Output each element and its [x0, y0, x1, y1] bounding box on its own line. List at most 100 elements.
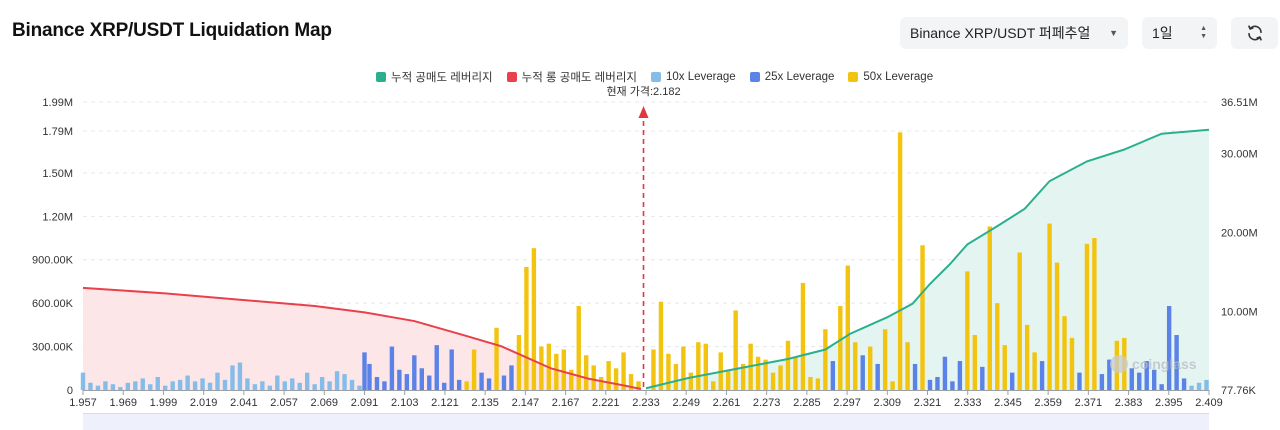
exchange-select[interactable]: Binance XRP/USDT 퍼페추얼 ▼: [900, 17, 1128, 49]
time-range-value: 1일: [1152, 25, 1173, 41]
x-tick-label: 2.041: [230, 397, 258, 409]
bar-lev50: [628, 374, 634, 390]
bar-lev25: [1151, 369, 1157, 390]
bar-lev50: [471, 349, 477, 390]
bar-lev50: [651, 349, 656, 390]
legend-swatch: [651, 72, 661, 82]
chevron-down-icon: ▼: [1109, 28, 1118, 38]
bar-lev10: [349, 379, 355, 390]
bar-lev50: [696, 342, 701, 390]
bar-lev25: [1159, 384, 1164, 390]
bar-lev25: [912, 363, 918, 390]
bar-lev50: [494, 327, 499, 390]
legend-item-lev50[interactable]: 50x Leverage: [848, 69, 933, 85]
bar-lev25: [1166, 306, 1172, 390]
current-price-label: 현재 가격:2.182: [606, 85, 680, 98]
bar-lev25: [957, 361, 963, 390]
bar-lev10: [237, 362, 243, 390]
bar-lev25: [1099, 374, 1105, 390]
bar-lev25: [412, 355, 417, 390]
y-right-tick-label: 30.00M: [1221, 148, 1258, 160]
x-tick-label: 2.297: [833, 397, 861, 409]
chart-range-scrollbar[interactable]: [83, 413, 1209, 430]
x-tick-label: 2.233: [632, 397, 660, 409]
bar-lev50: [995, 303, 1000, 390]
y-left-tick-label: 1.79M: [42, 126, 73, 138]
bar-lev50: [636, 381, 641, 390]
bar-lev25: [367, 363, 372, 390]
x-tick-label: 2.409: [1195, 397, 1223, 409]
bar-lev50: [853, 342, 858, 390]
x-tick-label: 2.345: [994, 397, 1022, 409]
y-left-tick-label: 0: [67, 385, 73, 397]
bar-lev50: [1032, 352, 1037, 390]
bar-lev25: [486, 378, 492, 390]
y-left-tick-label: 1.20M: [42, 211, 73, 223]
bar-lev25: [382, 381, 387, 390]
bar-lev25: [875, 363, 880, 390]
bar-lev10: [245, 378, 250, 390]
legend-swatch: [749, 72, 760, 82]
legend-item-lev10[interactable]: 10x Leverage: [651, 69, 736, 85]
bar-lev50: [740, 363, 746, 390]
bar-lev10: [357, 385, 362, 390]
bar-lev50: [972, 335, 978, 390]
bar-lev50: [882, 329, 888, 390]
bar-lev10: [110, 384, 116, 390]
bar-lev25: [950, 381, 955, 390]
bar-lev25: [419, 368, 424, 390]
bar-lev25: [830, 361, 836, 390]
bar-lev50: [554, 353, 559, 390]
bar-lev50: [755, 356, 761, 390]
bar-lev25: [1137, 372, 1142, 390]
cum-long-line: [82, 286, 642, 391]
y-left-tick-label: 1.50M: [42, 168, 73, 180]
bar-lev50: [726, 369, 731, 390]
bar-lev50: [785, 340, 791, 390]
legend-item-lev25[interactable]: 25x Leverage: [749, 69, 835, 85]
bar-lev50: [561, 349, 566, 390]
y-left-tick-label: 900.00K: [32, 255, 74, 267]
bar-lev50: [808, 376, 813, 390]
bar-lev50: [613, 368, 619, 390]
bar-lev10: [140, 378, 145, 390]
bar-lev50: [897, 132, 903, 390]
bar-lev25: [942, 356, 948, 390]
legend-item-cum_short[interactable]: 누적 공매도 레버리지: [376, 69, 493, 85]
bar-lev10: [282, 381, 287, 390]
refresh-button[interactable]: [1231, 17, 1278, 49]
bar-lev50: [965, 271, 970, 390]
bar-lev10: [155, 376, 160, 390]
legend-label: 25x Leverage: [764, 71, 835, 83]
bar-lev50: [591, 365, 596, 390]
bar-lev25: [935, 376, 940, 390]
bar-lev10: [319, 376, 325, 390]
watermark-text: coinglass: [1132, 356, 1197, 372]
bar-lev10: [200, 378, 205, 390]
bar-lev25: [980, 366, 985, 390]
bar-lev10: [275, 375, 280, 390]
bar-lev10: [125, 382, 131, 390]
bar-lev50: [516, 335, 522, 390]
bar-lev50: [815, 378, 821, 390]
bar-lev25: [860, 355, 865, 390]
x-tick-label: 2.057: [270, 397, 298, 409]
legend-label: 50x Leverage: [863, 71, 934, 83]
bar-lev50: [621, 352, 626, 390]
bar-lev50: [1047, 223, 1052, 390]
x-tick-label: 1.999: [150, 397, 178, 409]
x-tick-label: 2.103: [391, 397, 419, 409]
bar-lev25: [1009, 372, 1015, 390]
bar-lev25: [1107, 359, 1112, 390]
bar-lev50: [1017, 252, 1022, 390]
bar-lev10: [342, 374, 347, 390]
legend-item-cum_long[interactable]: 누적 롱 공매도 레버리지: [506, 69, 637, 85]
refresh-icon: [1247, 25, 1262, 41]
time-range-select[interactable]: 1일 ▲ ▼: [1142, 17, 1217, 49]
bar-lev25: [1174, 335, 1179, 390]
bar-lev50: [987, 226, 992, 390]
bar-lev50: [524, 266, 529, 390]
bar-lev50: [539, 346, 544, 390]
legend-swatch: [848, 72, 859, 82]
bar-lev25: [427, 375, 432, 390]
